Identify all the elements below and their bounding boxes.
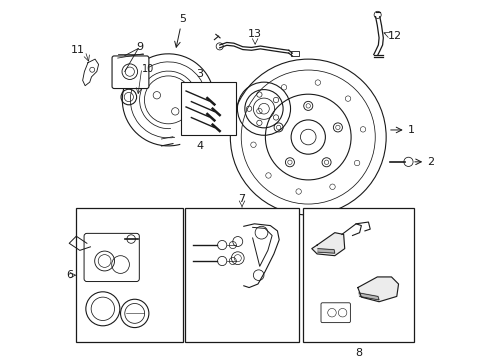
FancyBboxPatch shape <box>320 303 350 323</box>
Text: 12: 12 <box>387 31 401 41</box>
Bar <box>290 51 299 56</box>
Polygon shape <box>317 249 334 253</box>
Text: 4: 4 <box>196 141 203 150</box>
Text: 10: 10 <box>142 64 154 74</box>
Text: 6: 6 <box>66 270 73 280</box>
Text: 1: 1 <box>407 125 413 135</box>
Polygon shape <box>357 277 398 302</box>
Text: 7: 7 <box>238 194 245 204</box>
Bar <box>185 208 298 342</box>
FancyBboxPatch shape <box>112 56 148 89</box>
FancyBboxPatch shape <box>84 233 139 282</box>
Polygon shape <box>311 233 344 256</box>
Text: 11: 11 <box>70 45 84 55</box>
Text: 5: 5 <box>179 14 185 24</box>
Text: 2: 2 <box>426 157 433 167</box>
Bar <box>303 208 414 342</box>
Polygon shape <box>358 293 378 300</box>
Text: 13: 13 <box>247 29 262 39</box>
Text: 3: 3 <box>196 69 203 78</box>
Text: 9: 9 <box>136 42 143 52</box>
Bar <box>76 208 182 342</box>
Text: 8: 8 <box>354 348 362 358</box>
Bar <box>181 82 235 135</box>
